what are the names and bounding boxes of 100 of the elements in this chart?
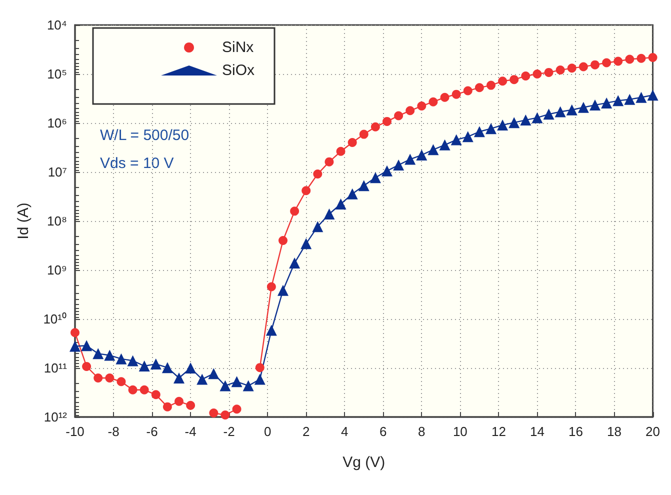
point (544, 68, 554, 77)
y-tick-label: 10¹¹ (44, 360, 68, 376)
point (220, 380, 231, 392)
x-tick-label: 20 (646, 424, 660, 439)
point (116, 377, 126, 386)
point (209, 408, 218, 418)
point (370, 172, 381, 184)
point (348, 138, 357, 147)
point (370, 122, 380, 132)
point (566, 104, 578, 116)
point (359, 130, 368, 139)
point (127, 355, 138, 366)
y-tick-label: 10⁷ (48, 164, 68, 180)
x-tick-label: 14 (530, 424, 544, 439)
y-axis-title: Id (A) (15, 202, 32, 240)
point (510, 75, 519, 84)
y-tick-label: 10⁴ (46, 18, 67, 32)
x-tick-label: 16 (568, 424, 583, 439)
x-tick-label: 6 (380, 424, 387, 439)
x-tick-label: 10 (452, 424, 468, 439)
point (128, 385, 138, 394)
legend-label: SiOx (222, 62, 256, 79)
point (162, 362, 173, 374)
point (474, 83, 484, 92)
point (174, 396, 184, 406)
point (440, 92, 450, 102)
x-tick-label: 2 (302, 424, 310, 439)
point (254, 374, 266, 385)
point (162, 402, 172, 412)
point (242, 380, 254, 392)
point (70, 328, 80, 338)
x-tick-label: -2 (223, 424, 235, 439)
point (300, 238, 312, 250)
point (186, 400, 196, 410)
point (636, 92, 647, 103)
point (543, 108, 554, 120)
y-tick-label: 10⁶ (47, 116, 67, 130)
point (647, 90, 658, 101)
point (302, 186, 311, 196)
y-tick-label: 10⁹ (46, 262, 67, 278)
point (266, 282, 276, 292)
point (394, 111, 404, 120)
x-tick-label: 18 (607, 424, 622, 439)
point (150, 358, 162, 370)
point (208, 368, 220, 380)
point (636, 54, 646, 63)
point (428, 144, 439, 156)
point (382, 116, 392, 126)
y-tick-label: 10¹² (44, 410, 68, 424)
point (266, 324, 277, 336)
point (589, 100, 600, 111)
point (381, 165, 392, 176)
point (220, 410, 230, 420)
point (346, 188, 358, 200)
point (578, 62, 588, 72)
point (151, 390, 160, 400)
x-axis-title: Vg (V) (342, 454, 386, 471)
point (94, 374, 103, 382)
point (614, 56, 623, 66)
x-tick-label: -10 (66, 424, 84, 439)
point (428, 97, 438, 106)
point (416, 150, 428, 161)
x-tick-label: 4 (341, 424, 348, 439)
point (602, 58, 612, 68)
point (289, 258, 300, 269)
point (324, 208, 335, 220)
point (485, 123, 496, 134)
point (450, 134, 462, 146)
annotation: W/L = 500/50 (100, 127, 190, 144)
point (196, 374, 208, 385)
point (185, 362, 196, 374)
point (462, 131, 474, 142)
point (590, 60, 600, 70)
point (312, 221, 324, 232)
point (104, 350, 116, 361)
point (278, 236, 288, 245)
point (336, 146, 346, 156)
x-tick-label: 0 (264, 424, 272, 439)
point (556, 66, 565, 75)
point (463, 86, 472, 96)
point (231, 376, 242, 388)
point (404, 154, 416, 165)
point (82, 362, 92, 371)
legend-label: SiNx (222, 39, 254, 56)
point (92, 348, 104, 360)
point (601, 97, 612, 108)
point (648, 52, 658, 62)
point (140, 385, 149, 394)
point (532, 70, 542, 78)
point (70, 340, 80, 352)
point (612, 95, 624, 106)
point (313, 170, 322, 179)
y-tick-label: 10⁵ (47, 66, 67, 82)
point (138, 360, 150, 372)
x-tick-label: 8 (418, 424, 426, 439)
point (520, 114, 532, 126)
x-tick-label: -8 (108, 424, 120, 439)
x-tick-label: 12 (491, 424, 506, 439)
point (105, 374, 114, 382)
point (508, 117, 520, 128)
